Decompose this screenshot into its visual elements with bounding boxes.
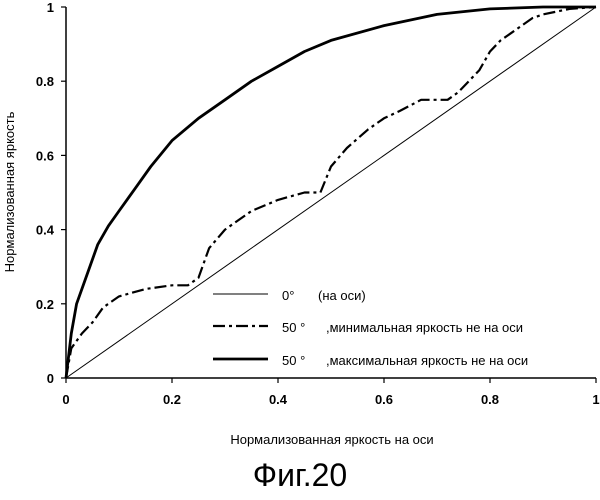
legend-item-50deg-min: 50 ° ,минимальная яркость не на оси bbox=[213, 320, 523, 335]
legend-series-name: 0° bbox=[282, 288, 294, 303]
legend-series-name: 50 ° bbox=[282, 353, 305, 368]
legend-series-annotation: ,максимальная яркость не на оси bbox=[326, 353, 528, 368]
x-axis-label: Нормализованная яркость на оси bbox=[230, 432, 433, 447]
legend-series-name: 50 ° bbox=[282, 320, 305, 335]
y-ticks: 0 0.2 0.4 0.6 0.8 1 bbox=[36, 0, 66, 386]
legend: 0° (на оси) 50 ° ,минимальная яркость не на… bbox=[213, 288, 528, 368]
y-tick-label: 0.4 bbox=[36, 223, 55, 238]
x-tick-label: 0.4 bbox=[269, 392, 288, 407]
axes bbox=[65, 7, 596, 379]
x-tick-label: 0.8 bbox=[481, 392, 499, 407]
x-tick-label: 1 bbox=[592, 392, 599, 407]
x-tick-label: 0 bbox=[62, 392, 69, 407]
series-line-50deg-min bbox=[64, 5, 597, 379]
x-tick-label: 0.6 bbox=[375, 392, 393, 407]
y-tick-label: 0 bbox=[47, 371, 54, 386]
x-ticks: 0 0.2 0.4 0.6 0.8 1 bbox=[62, 378, 600, 407]
legend-series-annotation: ,минимальная яркость не на оси bbox=[326, 320, 523, 335]
legend-item-0deg: 0° (на оси) bbox=[213, 288, 366, 303]
series-line-50deg-max bbox=[64, 5, 596, 379]
series-line-0deg bbox=[65, 6, 597, 379]
legend-series-annotation: (на оси) bbox=[318, 288, 366, 303]
legend-item-50deg-max: 50 ° ,максимальная яркость не на оси bbox=[213, 353, 528, 368]
y-tick-label: 0.2 bbox=[36, 297, 54, 312]
y-tick-label: 1 bbox=[47, 0, 54, 15]
x-tick-label: 0.2 bbox=[163, 392, 181, 407]
figure-caption: Фиг.20 bbox=[252, 457, 348, 493]
y-axis-label: Нормализованная яркость bbox=[2, 111, 17, 272]
y-tick-label: 0.6 bbox=[36, 148, 54, 163]
series-lines bbox=[64, 5, 597, 379]
y-tick-label: 0.8 bbox=[36, 74, 54, 89]
